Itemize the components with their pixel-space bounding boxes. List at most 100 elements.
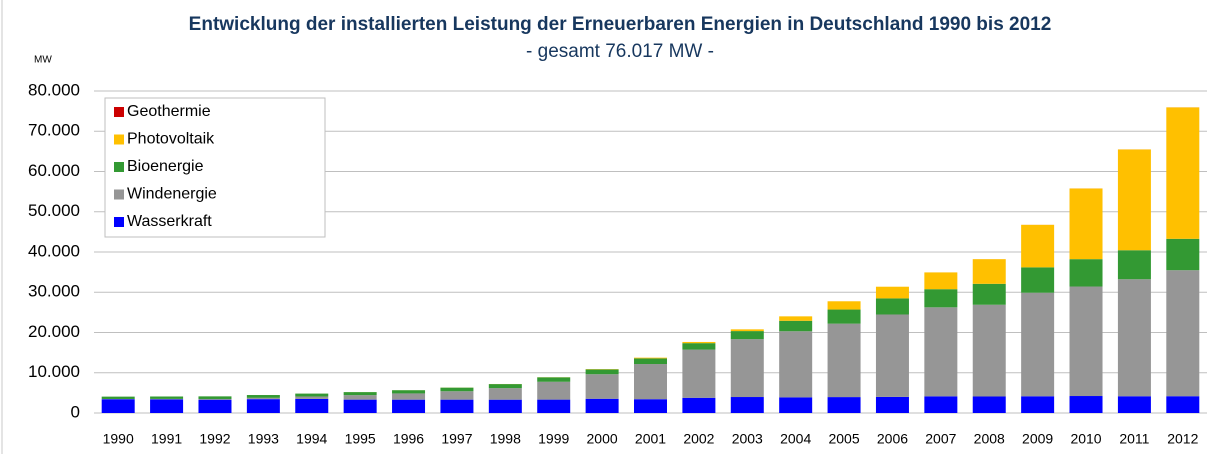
x-tick-label: 1990: [103, 431, 134, 447]
bar-segment: [972, 304, 1006, 397]
bar-segment: [150, 396, 184, 399]
bar-segment: [440, 387, 474, 392]
bar-segment: [875, 286, 909, 299]
bar-segment: [343, 395, 377, 400]
chart-title: Entwicklung der installierten Leistung d…: [189, 14, 1052, 35]
bar-segment: [440, 399, 474, 413]
bar-segment: [101, 396, 135, 399]
bar-segment: [343, 399, 377, 413]
x-tick-label: 1996: [393, 431, 424, 447]
x-tick-label: 1995: [345, 431, 376, 447]
bar-segment: [634, 357, 667, 359]
bar-segment: [682, 349, 716, 398]
x-tick-label: 1992: [199, 431, 230, 447]
legend-label: Geothermie: [127, 103, 211, 120]
bar-segment: [924, 272, 958, 290]
bar-segment: [585, 374, 619, 399]
bar-segment: [392, 390, 426, 394]
bar-segment: [1069, 286, 1103, 397]
x-tick-label: 1997: [441, 431, 472, 447]
bar-segment: [537, 381, 571, 400]
chart-subtitle: - gesamt 76.017 MW -: [526, 41, 714, 62]
bar-segment: [924, 307, 958, 397]
bar-segment: [924, 289, 958, 308]
bar-segment: [1117, 396, 1151, 413]
x-tick-label: 2005: [828, 431, 859, 447]
x-tick-label: 2008: [974, 431, 1005, 447]
bar-segment: [730, 339, 764, 398]
x-tick-label: 2004: [780, 431, 811, 447]
bar-segment: [537, 377, 571, 382]
bar-segment: [779, 316, 813, 321]
bar-segment: [198, 398, 232, 400]
y-tick-label: 80.000: [28, 80, 80, 99]
bar-segment: [875, 314, 909, 397]
legend-swatch: [114, 189, 124, 200]
bar-segment: [1069, 188, 1103, 260]
x-tick-label: 2001: [635, 431, 666, 447]
bar-segment: [1166, 396, 1200, 413]
bar-segment: [1166, 107, 1200, 239]
bar-segment: [246, 397, 280, 400]
x-tick-label: 2007: [925, 431, 956, 447]
legend-swatch: [114, 217, 124, 227]
x-tick-label: 2012: [1167, 431, 1198, 447]
x-tick-label: 2009: [1022, 431, 1053, 447]
bar-segment: [924, 396, 958, 413]
y-axis-label: MW: [34, 55, 52, 66]
bar-segment: [875, 298, 909, 315]
bar-segment: [1021, 396, 1055, 413]
bar-segment: [537, 399, 571, 413]
bar-segment: [198, 396, 232, 399]
legend-label: Windenergie: [127, 186, 217, 203]
y-tick-label: 60.000: [28, 161, 80, 180]
legend-label: Photovoltaik: [127, 131, 215, 148]
bar-segment: [1117, 149, 1151, 251]
bar-segment: [1021, 267, 1055, 293]
bar-segment: [779, 320, 813, 332]
x-tick-label: 1999: [538, 431, 569, 447]
bar-segment: [1166, 238, 1200, 271]
bar-segment: [1117, 279, 1151, 397]
bar-segment: [101, 399, 135, 413]
bar-segment: [1069, 396, 1103, 413]
legend-swatch: [114, 162, 124, 172]
y-tick-label: 70.000: [28, 121, 80, 140]
bar-segment: [392, 399, 426, 413]
x-tick-label: 2011: [1119, 431, 1149, 447]
x-tick-label: 1994: [296, 431, 327, 447]
x-tick-label: 2003: [732, 431, 763, 447]
bar-segment: [779, 331, 813, 398]
legend-label: Bioenergie: [127, 158, 204, 175]
bar-segment: [295, 396, 329, 399]
legend-label: Wasserkraft: [127, 213, 212, 230]
bar-segment: [972, 396, 1006, 413]
x-tick-label: 1993: [248, 431, 279, 447]
x-tick-label: 2006: [877, 431, 908, 447]
bar-segment: [730, 397, 764, 413]
bar-segment: [1166, 270, 1200, 397]
bar-segment: [585, 398, 619, 413]
bar-segment: [682, 341, 716, 344]
y-tick-label: 10.000: [28, 362, 80, 381]
bar-segment: [634, 399, 667, 413]
bar-segment: [1117, 250, 1151, 280]
bar-segment: [1021, 292, 1055, 397]
bar-segment: [827, 309, 861, 324]
x-tick-label: 2010: [1070, 431, 1101, 447]
y-tick-label: 50.000: [28, 201, 80, 220]
bar-segment: [488, 388, 522, 400]
bar-segment: [295, 398, 329, 413]
y-tick-label: 30.000: [28, 282, 80, 301]
bar-segment: [827, 301, 861, 310]
bar-segment: [827, 323, 861, 398]
bar-segment: [634, 364, 667, 400]
bar-segment: [1069, 259, 1103, 287]
bar-segment: [1021, 224, 1055, 268]
x-tick-label: 2000: [587, 431, 618, 447]
bar-segment: [972, 283, 1006, 305]
y-tick-label: 20.000: [28, 322, 80, 341]
bar-segment: [246, 399, 280, 413]
bar-segment: [682, 397, 716, 413]
